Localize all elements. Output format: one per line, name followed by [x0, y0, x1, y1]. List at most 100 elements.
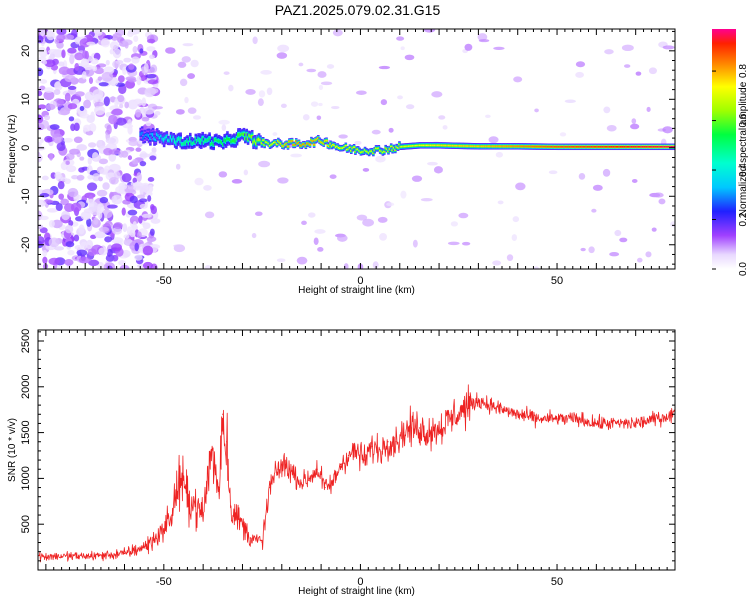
noise-blob [91, 151, 99, 161]
ridge-cell [590, 146, 594, 148]
noise-blob [132, 100, 143, 107]
snr-y-axis-label: SNR (10 * v/v) [7, 418, 18, 482]
snr-point [226, 441, 228, 443]
noise-blob [251, 233, 257, 239]
ridge-cell [385, 148, 389, 150]
ridge-cell [350, 150, 353, 152]
ridge-cell [267, 142, 271, 145]
noise-blob [99, 196, 109, 204]
ridge-cell [656, 146, 660, 148]
ridge-cell [420, 144, 423, 147]
ridge-cell [270, 144, 273, 146]
ridge-cell [577, 146, 580, 148]
ridge-cell [310, 139, 313, 141]
noise-blob [280, 103, 287, 109]
noise-blob [38, 235, 45, 245]
noise-blob [64, 259, 74, 266]
ridge-cell [153, 136, 156, 141]
noise-blob [65, 165, 77, 173]
ridge-cell [429, 144, 433, 147]
ridge-cell [204, 138, 207, 143]
noise-blob [298, 62, 304, 67]
ridge-cell [435, 144, 438, 147]
ridge-cell [405, 145, 408, 148]
ridge-cell [666, 146, 670, 148]
noise-blob [117, 94, 125, 103]
noise-blob [165, 47, 176, 54]
ridge-cell [581, 146, 584, 148]
ridge-cell [629, 146, 632, 148]
ridge-cell [370, 150, 374, 152]
noise-blob [63, 137, 73, 143]
ridge-cell [263, 144, 266, 146]
noise-blob [88, 259, 100, 267]
ridge-cell [431, 144, 434, 147]
noise-blob [43, 87, 54, 93]
noise-blob [564, 99, 576, 104]
ridge-cell [637, 146, 641, 148]
ridge-cell [652, 146, 656, 148]
ridge-cell [289, 140, 293, 143]
noise-blob [190, 59, 199, 68]
ridge-cell [447, 144, 451, 147]
ridge-cell [241, 132, 244, 136]
noise-blob [46, 208, 58, 213]
ridge-cell [359, 151, 363, 154]
noise-blob [110, 110, 120, 115]
noise-blob [96, 203, 105, 214]
noise-blob [619, 237, 628, 243]
ridge-cell [180, 142, 184, 146]
noise-blob [70, 202, 82, 213]
noise-blob [42, 249, 48, 257]
snr-point [202, 514, 204, 516]
ridge-cell [630, 146, 634, 148]
noise-blob [64, 74, 76, 83]
noise-blob [631, 179, 638, 183]
noise-blob [57, 109, 70, 116]
noise-blob [143, 107, 155, 115]
noise-blob [58, 193, 65, 200]
snr-point [285, 464, 287, 466]
noise-blob [658, 198, 666, 205]
colorbar-tick-label: 0.8 [738, 64, 749, 78]
chart-title: PAZ1.2025.079.02.31.G15 [274, 2, 441, 18]
snr-point [292, 473, 295, 475]
ridge-cell [673, 146, 675, 148]
snr-point [355, 450, 358, 452]
noise-blob [645, 251, 652, 258]
ridge-cell [486, 145, 489, 148]
ridge-cell [466, 145, 470, 147]
noise-blob [98, 82, 109, 87]
colorbar-tick-label: 0.6 [738, 113, 749, 127]
colorbar-tick-label: 0.4 [738, 163, 749, 177]
ridge-cell [524, 145, 528, 148]
ridge-cell [511, 145, 514, 148]
noise-blob [614, 229, 622, 237]
snr-point [595, 422, 597, 425]
ridge-cell [292, 144, 295, 146]
ridge-cell [253, 139, 257, 143]
ridge-cell [502, 145, 506, 148]
ridge-cell [358, 150, 361, 152]
ridge-cell [194, 137, 198, 140]
snr-point [230, 505, 232, 507]
noise-blob [141, 184, 150, 192]
noise-blob [147, 195, 152, 202]
noise-blob [108, 149, 121, 155]
noise-blob [362, 218, 374, 227]
noise-blob [139, 48, 144, 54]
noise-blob [108, 152, 117, 162]
ridge-cell [333, 144, 337, 147]
noise-blob [378, 65, 391, 70]
noise-blob [67, 85, 77, 90]
noise-blob [154, 110, 161, 116]
spectrogram-y-tick-label: 10 [20, 93, 32, 105]
noise-blob [513, 76, 523, 83]
ridge-cell [655, 146, 659, 148]
noise-blob [129, 215, 140, 225]
snr-point [395, 441, 397, 443]
noise-blob [150, 218, 161, 224]
ridge-cell [215, 138, 218, 142]
ridge-cell [665, 146, 668, 148]
ridge-cell [252, 140, 255, 145]
